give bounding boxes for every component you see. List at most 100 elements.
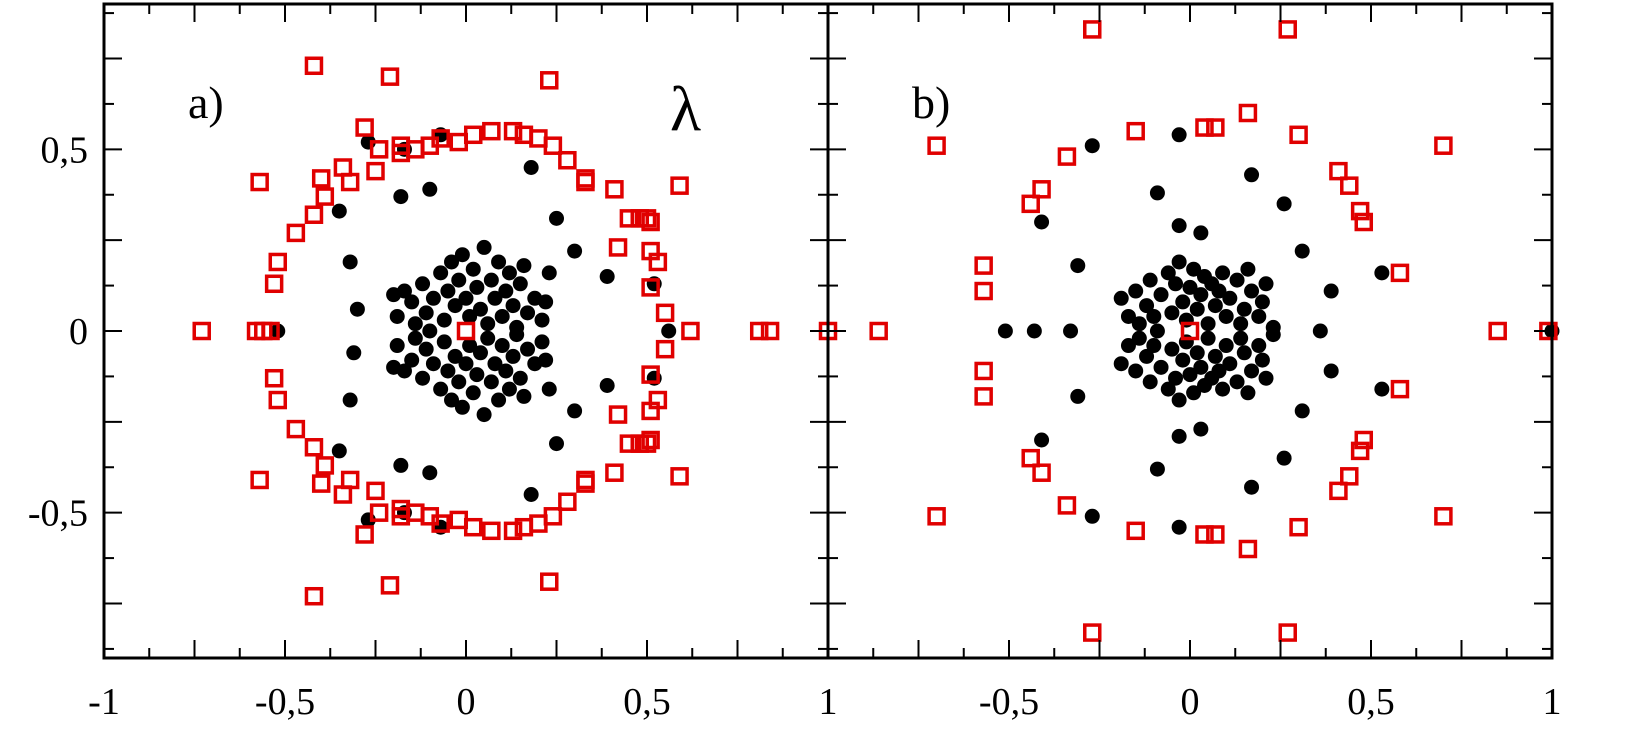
panel-a-x-tick-label: 0 [457, 681, 476, 723]
panel-a-point-square [543, 136, 563, 155]
panel-a-point-square [608, 405, 628, 424]
panel-a-point-circle [465, 385, 481, 401]
panel-a-point-circle [487, 290, 503, 306]
panel-a-point-square [463, 125, 483, 145]
panel-b-point-circle [1244, 479, 1260, 495]
panel-a-point-square [749, 321, 769, 341]
panel-b-point-circle [1171, 519, 1187, 535]
panel-b-point-square [974, 387, 993, 406]
panel-a-point-circle [444, 392, 460, 408]
panel-a-point-square [637, 209, 657, 228]
panel-a-point-square [641, 430, 660, 450]
panel-b-point-square [1390, 379, 1410, 399]
panel-b-point-circle [1211, 283, 1227, 299]
panel-a-point-square [637, 434, 657, 453]
panel-a-point-square [286, 419, 306, 439]
panel-b-point-circle [1229, 374, 1245, 390]
panel-a-point-circle [567, 243, 583, 259]
panel-a-point-circle [407, 316, 423, 332]
panel-b-point-square [974, 361, 993, 381]
panel-a-point-square [558, 150, 577, 170]
panel-b-point-circle [1034, 214, 1050, 230]
panel-a-point-circle [415, 276, 431, 292]
panel-a-point-circle [505, 298, 521, 314]
panel-b-point-circle [1193, 287, 1209, 303]
panel-b-point-circle [1084, 138, 1100, 154]
panel-a-point-square [261, 321, 280, 341]
panel-b-point-circle [1276, 450, 1292, 466]
panel-a-point-square [670, 467, 689, 486]
panel-a-point-circle [440, 283, 456, 299]
panel-a-point-circle [444, 254, 460, 270]
panel-b-point-circle [1026, 323, 1042, 339]
panel-b-point-circle [1084, 508, 1100, 524]
panel-b-point-circle [1175, 294, 1191, 310]
panel-b-point-circle [1142, 272, 1158, 288]
panel-b-point-square [1354, 212, 1374, 232]
panel-b-point-square [1083, 20, 1102, 39]
panel-b-point-circle [1240, 261, 1256, 277]
panel-b-point-circle [1128, 283, 1144, 299]
panel-b-point-square [1340, 467, 1359, 486]
panel-a-point-circle [404, 294, 420, 310]
panel-a-point-square [315, 456, 335, 475]
panel-b-point-square [1488, 321, 1507, 341]
panel-a-point-circle [491, 392, 507, 408]
panel-a-point-circle [418, 341, 434, 357]
panel-b-point-square [974, 281, 993, 301]
panel-a-point-square [369, 503, 389, 522]
panel-b-point-circle [1182, 279, 1198, 295]
panel-b-point-circle [1160, 265, 1176, 281]
panel-a-point-circle [472, 301, 488, 317]
panel-a-point-circle [462, 338, 478, 354]
panel-b-x-tick-label: 0 [1181, 681, 1200, 723]
panel-a-point-square [286, 223, 306, 243]
panel-b-point-circle [1251, 338, 1267, 354]
panel-b-point-square [1195, 118, 1214, 137]
panel-b-point-square [1126, 121, 1145, 141]
panel-a-point-circle [465, 261, 481, 277]
panel-a-point-square [380, 576, 400, 595]
panel-b-point-circle [1374, 381, 1390, 397]
panel-b-point-circle [1175, 352, 1191, 368]
panel-b-point-square [1238, 539, 1258, 559]
panel-b-point-circle [1139, 298, 1155, 314]
panel-a-point-circle [520, 341, 536, 357]
tick-labels: 0,5 0 -0,5 -1 -0,5 0 0,5 1 -0,5 0 0,5 1 [28, 129, 1562, 723]
panel-a-x-tick-label: 0,5 [623, 681, 671, 723]
panel-b-point-circle [1149, 323, 1165, 339]
panel-a-point-square [340, 470, 360, 490]
panel-b-point-square [1278, 623, 1297, 642]
panel-a-point-circle [418, 305, 434, 321]
panel-b-point-circle [1254, 294, 1270, 310]
panel-b-point-circle [1193, 421, 1209, 437]
panel-b-point-circle [1215, 265, 1231, 281]
panel-b-point-circle [1153, 287, 1169, 303]
panel-b-point-square [974, 256, 993, 275]
panel-b-point-square [1021, 194, 1040, 214]
panel-a-point-circle [534, 312, 550, 328]
panel-a-point-circle [480, 330, 496, 346]
panel-a-point-circle [498, 363, 514, 379]
panel-a-point-circle [342, 254, 358, 270]
panel-a-point-circle [415, 370, 431, 386]
panel-b-point-circle [1186, 261, 1202, 277]
panel-b-point-circle [1146, 308, 1162, 324]
panel-b-point-circle [1171, 428, 1187, 444]
panel-b-point-circle [1189, 345, 1205, 361]
panel-b-point-circle [1222, 290, 1238, 306]
panel-a-point-square [250, 172, 269, 192]
panel-a-point-circle [483, 374, 499, 390]
panel-b-marks [869, 20, 1560, 642]
panel-a-point-circle [469, 279, 485, 295]
panel-b-point-circle [1128, 363, 1144, 379]
panel-a-point-circle [396, 283, 412, 299]
panel-b-point-circle [1251, 308, 1267, 324]
panel-a-point-circle [599, 269, 615, 284]
panel-a-point-square [463, 517, 483, 537]
panel-a-point-circle [393, 189, 409, 205]
panel-a-point-circle [498, 283, 514, 299]
panel-b-x-tick-label: -0,5 [979, 681, 1039, 723]
panel-a-point-square [543, 507, 563, 526]
